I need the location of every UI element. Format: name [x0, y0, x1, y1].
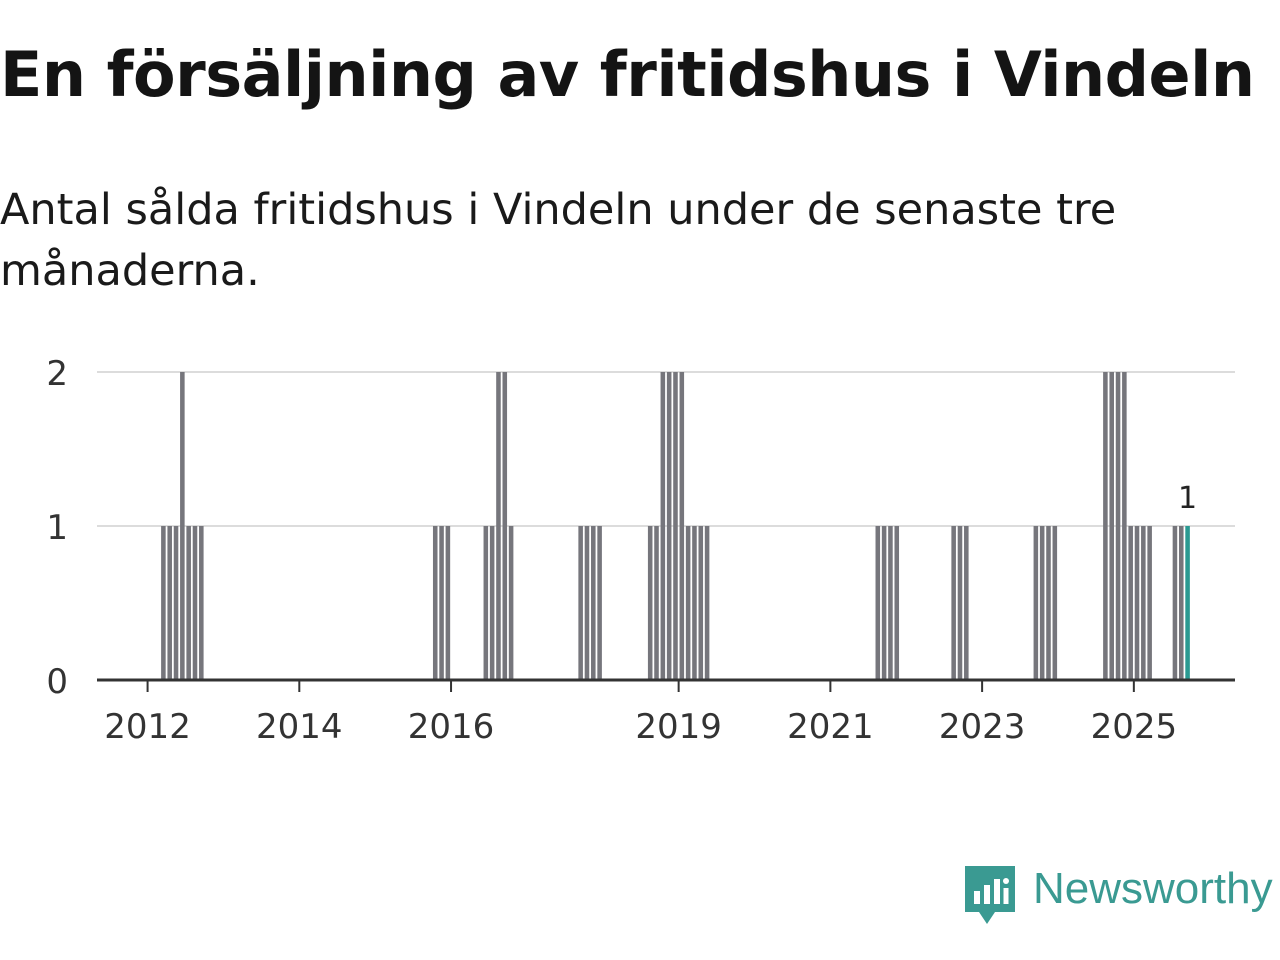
bar: [1033, 526, 1039, 680]
bar: [1039, 526, 1045, 680]
bar: [698, 526, 704, 680]
bar: [1141, 526, 1146, 680]
bar: [1046, 526, 1051, 680]
bar: [692, 526, 697, 680]
bar: [964, 526, 969, 680]
x-tick-label: 2021: [787, 707, 874, 747]
brand-logo: Newsworthy: [965, 866, 1273, 926]
bar: [496, 372, 501, 680]
bar: [704, 526, 710, 680]
bar-chart: 0 1 2 2012 2014 2016 2019 2021 2023 2025 1: [46, 354, 1235, 747]
chart-title: En försäljning av fritidshus i Vindeln: [0, 38, 1255, 111]
bar: [679, 372, 685, 680]
bar: [1109, 372, 1114, 680]
bar: [875, 526, 881, 680]
bar: [1128, 526, 1133, 680]
bar: [591, 526, 596, 680]
bar: [161, 526, 166, 680]
bar: [660, 372, 666, 680]
bar: [445, 526, 451, 680]
bar: [1134, 526, 1140, 680]
bar: [199, 526, 204, 680]
bar: [1147, 526, 1152, 680]
bar: [578, 526, 583, 680]
y-axis-labels: 0 1 2: [46, 354, 68, 702]
bar: [167, 526, 172, 680]
bar: [654, 526, 659, 680]
bar: [489, 526, 495, 680]
y-tick-label: 0: [46, 662, 68, 702]
annotations: 1: [1178, 481, 1197, 516]
brand-name: Newsworthy: [1033, 864, 1273, 913]
bar: [894, 526, 900, 680]
bar: [597, 526, 602, 680]
x-tick-label: 2025: [1091, 707, 1178, 747]
bar: [1115, 372, 1121, 680]
bar: [888, 526, 893, 680]
bar: [432, 526, 438, 680]
data-label: 1: [1178, 481, 1197, 516]
y-tick-label: 1: [46, 508, 68, 548]
bar: [502, 372, 508, 680]
bar: [1052, 526, 1058, 680]
gridlines: [97, 371, 1235, 527]
bar: [1178, 526, 1184, 680]
bar: [1172, 526, 1178, 680]
chart-subtitle: Antal sålda fritidshus i Vindeln under d…: [0, 185, 1117, 296]
y-tick-label: 2: [46, 354, 68, 394]
x-axis-ticks: 2012 2014 2016 2019 2021 2023 2025: [104, 680, 1177, 747]
x-tick-label: 2019: [635, 707, 722, 747]
bar: [666, 372, 672, 680]
bar: [173, 526, 179, 680]
x-tick-label: 2016: [408, 707, 495, 747]
bar: [439, 526, 444, 680]
bar: [483, 526, 489, 680]
bar: [881, 526, 887, 680]
bar: [957, 526, 963, 680]
x-tick-label: 2014: [256, 707, 343, 747]
x-tick-label: 2012: [104, 707, 191, 747]
bar: [1185, 526, 1190, 680]
bar: [1122, 372, 1127, 680]
bar: [180, 372, 185, 680]
bar: [192, 526, 198, 680]
bars: [161, 372, 1190, 680]
bar: [508, 526, 514, 680]
newsworthy-logo-icon: [965, 866, 1015, 924]
bar: [584, 526, 590, 680]
bar: [1103, 372, 1108, 680]
bar: [186, 526, 191, 680]
bar: [673, 372, 678, 680]
bar: [647, 526, 653, 680]
bar: [951, 526, 956, 680]
bar: [685, 526, 691, 680]
x-tick-label: 2023: [939, 707, 1026, 747]
